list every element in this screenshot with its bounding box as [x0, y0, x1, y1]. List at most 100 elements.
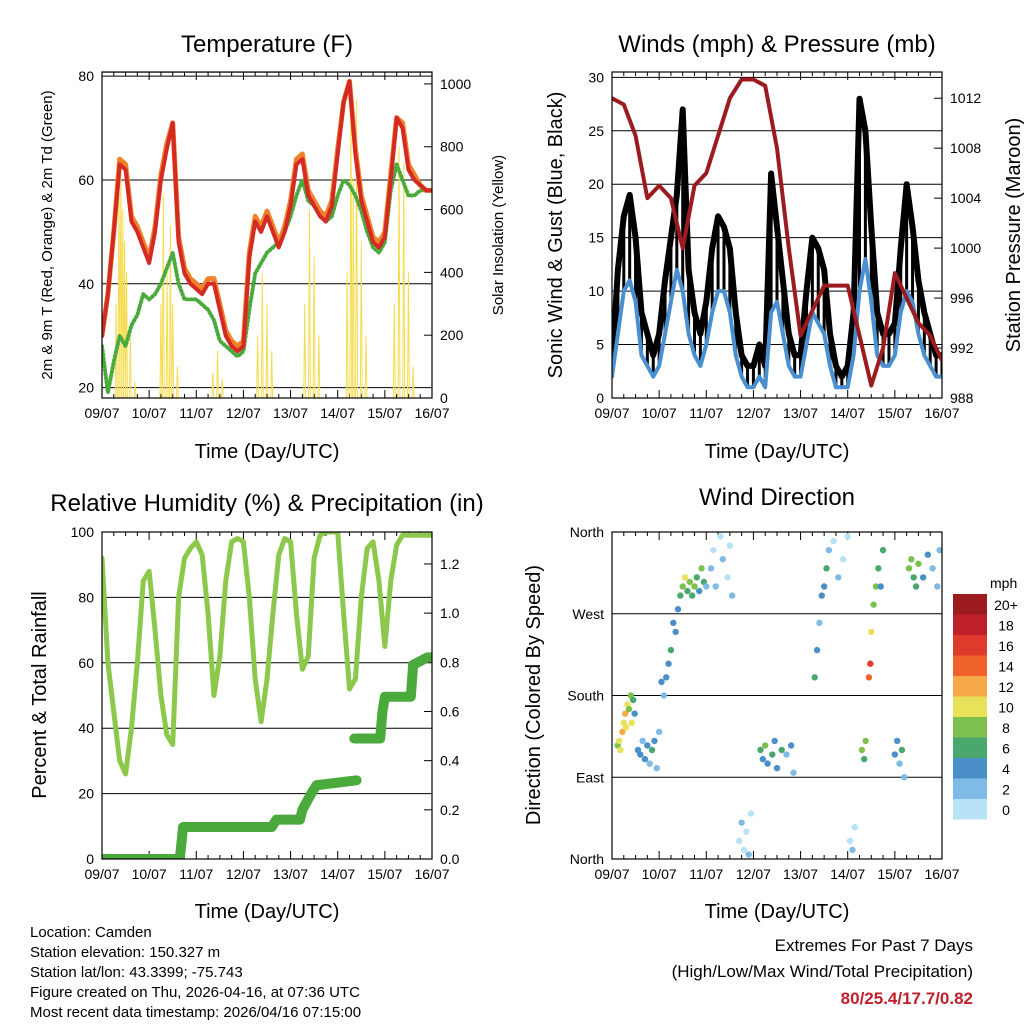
- winds-ylabel: Sonic Wind & Gust (Blue, Black): [545, 92, 567, 379]
- temperature-xlabel: Time (Day/UTC): [195, 441, 340, 463]
- x-tick-label: 16/07: [924, 866, 959, 882]
- y-tick-label: 60: [78, 172, 94, 188]
- direction-point: [811, 674, 818, 681]
- direction-point: [651, 737, 658, 745]
- direction-point: [910, 574, 917, 581]
- direction-point: [757, 746, 764, 754]
- solar-spike: [128, 335, 132, 398]
- direction-point: [622, 710, 629, 717]
- dewpoint-line: [102, 162, 432, 395]
- y2-tick-label: 988: [950, 390, 974, 406]
- direction-point: [655, 728, 663, 736]
- direction-point: [870, 601, 877, 608]
- y-tick-label: West: [572, 606, 604, 622]
- direction-point: [615, 737, 623, 745]
- y2-tick-label: 800: [440, 139, 464, 155]
- legend-label: 2: [1002, 782, 1010, 798]
- y-tick-label: 15: [588, 230, 604, 246]
- direction-point: [896, 760, 903, 767]
- x-tick-label: 12/07: [736, 866, 771, 882]
- legend-swatch: [953, 696, 987, 717]
- direction-point: [726, 542, 734, 549]
- legend-swatch: [953, 758, 987, 779]
- direction-point: [637, 751, 644, 758]
- x-tick-label: 09/07: [84, 405, 119, 421]
- direction-point: [905, 565, 913, 572]
- solar-spike: [260, 272, 264, 398]
- direction-title: Wind Direction: [699, 484, 855, 511]
- panel-3-marks: [614, 533, 942, 858]
- direction-point: [868, 628, 875, 636]
- legend-swatch: [953, 594, 987, 615]
- direction-point: [769, 751, 776, 758]
- direction-point: [894, 737, 901, 745]
- direction-point: [717, 533, 724, 540]
- direction-point: [710, 546, 717, 554]
- direction-point: [820, 583, 828, 590]
- direction-point: [660, 692, 668, 699]
- y2-tick-label: 1004: [950, 190, 981, 206]
- direction-point: [630, 696, 637, 704]
- y2-tick-label: 1.2: [440, 556, 460, 572]
- direction-point: [783, 751, 790, 758]
- y-tick-label: 20: [78, 380, 94, 396]
- direction-point: [936, 546, 942, 554]
- solar-spike: [165, 272, 169, 398]
- direction-point: [677, 592, 684, 599]
- extremes-subtitle: (High/Low/Max Wind/Total Precipitation): [672, 962, 973, 981]
- direction-point: [816, 619, 823, 627]
- panel-2-marks: [102, 532, 432, 859]
- direction-point: [738, 819, 745, 826]
- x-tick-label: 10/07: [642, 866, 677, 882]
- direction-point: [851, 824, 858, 831]
- legend-swatch: [953, 614, 987, 635]
- direction-point: [686, 578, 693, 586]
- legend-label: 6: [1002, 741, 1010, 757]
- pressure-ylabel: Station Pressure (Maroon): [1003, 118, 1024, 353]
- y-tick-label: South: [567, 688, 604, 704]
- direction-point: [719, 556, 726, 563]
- direction-point: [665, 660, 672, 667]
- x-tick-label: 11/07: [179, 866, 213, 882]
- solar-spike: [211, 372, 215, 398]
- x-tick-label: 13/07: [783, 405, 818, 421]
- y-tick-label: 30: [588, 69, 604, 85]
- x-tick-label: 16/07: [924, 405, 959, 421]
- direction-point: [729, 592, 736, 599]
- direction-point: [747, 810, 755, 817]
- direction-point: [875, 565, 882, 572]
- direction-point: [672, 628, 679, 636]
- solar-spike: [355, 99, 359, 398]
- solar-spike: [270, 350, 274, 398]
- y-tick-label: 25: [588, 123, 604, 139]
- direction-point: [818, 592, 825, 599]
- direction-point: [696, 587, 703, 595]
- x-tick-label: 13/07: [273, 405, 308, 421]
- direction-point: [619, 728, 626, 736]
- x-tick-label: 11/07: [689, 866, 723, 882]
- solar-spike: [402, 162, 406, 398]
- speed-legend: 20+ 18 16 14 12 10 8 6 4 2 0: [953, 594, 1018, 820]
- x-tick-label: 15/07: [877, 405, 912, 421]
- direction-point: [872, 583, 880, 590]
- legend-swatch: [953, 655, 987, 676]
- legend-label: 18: [998, 618, 1014, 634]
- solar-spike: [364, 335, 368, 398]
- direction-point: [698, 565, 705, 572]
- x-tick-label: 10/07: [132, 405, 167, 421]
- direction-point: [867, 660, 874, 667]
- direction-point: [858, 746, 866, 754]
- y2-tick-label: 0.8: [440, 654, 460, 670]
- x-tick-label: 11/07: [689, 405, 723, 421]
- direction-point: [849, 846, 856, 854]
- y2-tick-label: 992: [950, 340, 974, 356]
- x-tick-label: 16/07: [414, 866, 449, 882]
- direction-point: [929, 565, 936, 572]
- info-created: Figure created on Thu, 2026-04-16, at 07…: [30, 984, 360, 1001]
- x-tick-label: 11/07: [179, 405, 213, 421]
- x-tick-label: 15/07: [877, 866, 912, 882]
- direction-xlabel: Time (Day/UTC): [705, 901, 850, 923]
- direction-point: [846, 837, 854, 845]
- solar-spike: [397, 146, 401, 398]
